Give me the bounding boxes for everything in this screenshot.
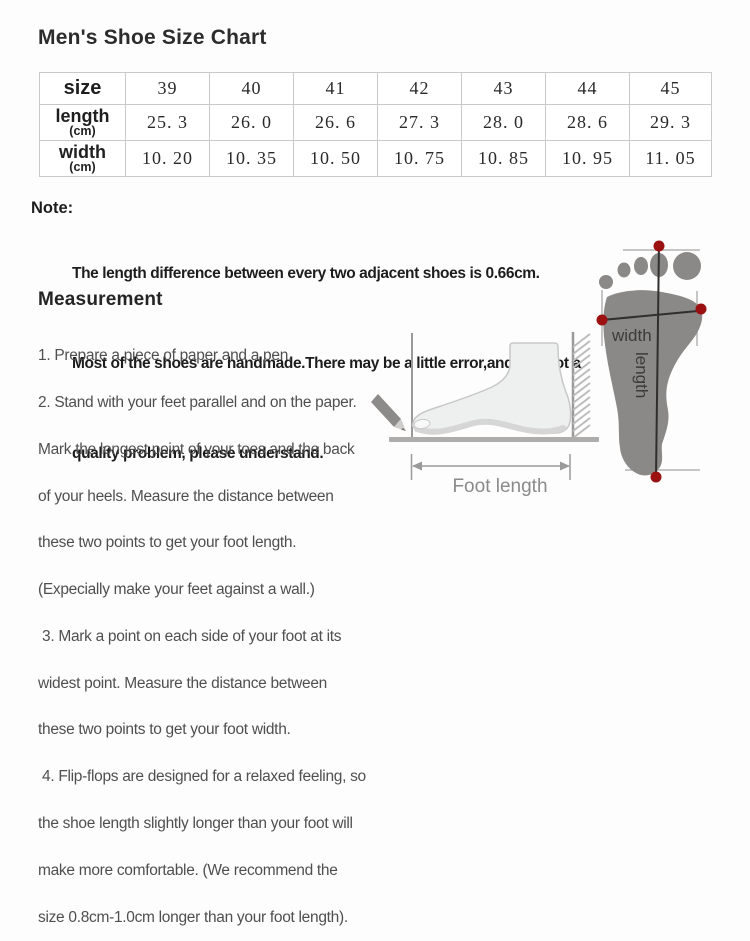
- table-row-sizes: size 39 40 41 42 43 44 45: [39, 72, 712, 105]
- note-line: Most of the shoes are handmade.There may…: [72, 355, 581, 372]
- width-axis-label: width: [611, 326, 652, 345]
- length-cell: 29. 3: [629, 104, 712, 141]
- instruction-line: size 0.8cm-1.0cm longer than your foot l…: [38, 908, 348, 926]
- instruction-line: (Expecially make your feet against a wal…: [38, 581, 315, 599]
- pencil-icon: [371, 394, 406, 431]
- length-unit: (cm): [69, 123, 96, 138]
- marker-dot-heel: [650, 471, 662, 483]
- length-header-cell: length (cm): [39, 104, 126, 141]
- instruction-line: 1. Prepare a piece of paper and a pen.: [38, 347, 293, 365]
- length-axis-label: length: [632, 352, 651, 398]
- length-cell: 27. 3: [377, 104, 462, 141]
- arrowhead-left: [412, 461, 422, 471]
- arrowhead-right: [560, 461, 570, 471]
- note-label: Note:: [31, 199, 74, 217]
- note-line: quality problem, please understand.: [72, 445, 324, 462]
- length-cell: 26. 6: [293, 104, 378, 141]
- width-cell: 10. 75: [377, 140, 462, 177]
- width-cell: 10. 85: [461, 140, 546, 177]
- toe-nail: [413, 418, 431, 430]
- length-cell: 25. 3: [125, 104, 210, 141]
- instruction-line: make more comfortable. (We recommend the: [38, 861, 338, 879]
- measurement-diagram: Foot length width: [371, 240, 707, 497]
- size-cell: 39: [125, 72, 210, 105]
- width-cell: 10. 50: [293, 140, 378, 177]
- width-measure-line: [601, 310, 699, 321]
- size-chart-table: size 39 40 41 42 43 44 45 length (cm) 25…: [39, 72, 712, 177]
- width-cell: 10. 35: [209, 140, 294, 177]
- size-cell: 41: [293, 72, 378, 105]
- size-cell: 42: [377, 72, 462, 105]
- width-label: width: [59, 141, 106, 162]
- length-label: length: [55, 105, 110, 126]
- size-cell: 40: [209, 72, 294, 105]
- width-cell: 10. 95: [545, 140, 630, 177]
- instruction-line: 4. Flip-flops are designed for a relaxed…: [38, 768, 366, 786]
- measurement-heading: Measurement: [38, 289, 163, 310]
- marker-dot-width-right: [695, 303, 707, 315]
- foot-length-label: Foot length: [452, 476, 547, 497]
- instruction-line: these two points to get your foot width.: [38, 721, 291, 739]
- width-unit: (cm): [69, 159, 96, 174]
- size-cell: 44: [545, 72, 630, 105]
- instruction-line: the shoe length slightly longer than you…: [38, 815, 353, 832]
- foot-length-arrow: [410, 454, 571, 480]
- length-measure-line: [655, 242, 660, 478]
- marker-dot-toe: [653, 240, 665, 252]
- instruction-line: 2. Stand with your feet parallel and on …: [38, 393, 357, 411]
- width-cell: 11. 05: [629, 140, 712, 177]
- ground-line: [389, 437, 599, 442]
- length-cell: 26. 0: [209, 104, 294, 141]
- instruction-line: 3. Mark a point on each side of your foo…: [38, 627, 342, 645]
- sole-shading: [414, 418, 566, 435]
- width-cell: 10. 20: [125, 140, 210, 177]
- page-title: Men's Shoe Size Chart: [38, 26, 267, 49]
- marker-dot-width-left: [596, 314, 608, 326]
- wall-hatching: [572, 333, 591, 439]
- instruction-line: of your heels. Measure the distance betw…: [38, 487, 334, 505]
- instruction-line: widest point. Measure the distance betwe…: [38, 674, 327, 692]
- footprint-illustration: width length: [596, 240, 707, 483]
- footprint-toes: [599, 252, 701, 289]
- note-line: The length difference between every two …: [72, 265, 540, 282]
- width-header-cell: width (cm): [39, 140, 126, 177]
- length-cell: 28. 0: [461, 104, 546, 141]
- size-cell: 45: [629, 72, 712, 105]
- length-cell: 28. 6: [545, 104, 630, 141]
- instruction-line: Mark the longest point of your toes and …: [38, 440, 355, 458]
- table-row-length: length (cm) 25. 3 26. 0 26. 6 27. 3 28. …: [39, 104, 712, 141]
- size-header-cell: size: [39, 72, 126, 105]
- red-marker-dots: [596, 240, 707, 483]
- size-cell: 43: [461, 72, 546, 105]
- foot-side-view-illustration: Foot length: [371, 332, 599, 497]
- note-text: The length difference between every two …: [72, 199, 672, 499]
- table-row-width: width (cm) 10. 20 10. 35 10. 50 10. 75 1…: [39, 140, 712, 177]
- instruction-line: these two points to get your foot length…: [38, 534, 297, 552]
- footprint-shape: [603, 290, 703, 476]
